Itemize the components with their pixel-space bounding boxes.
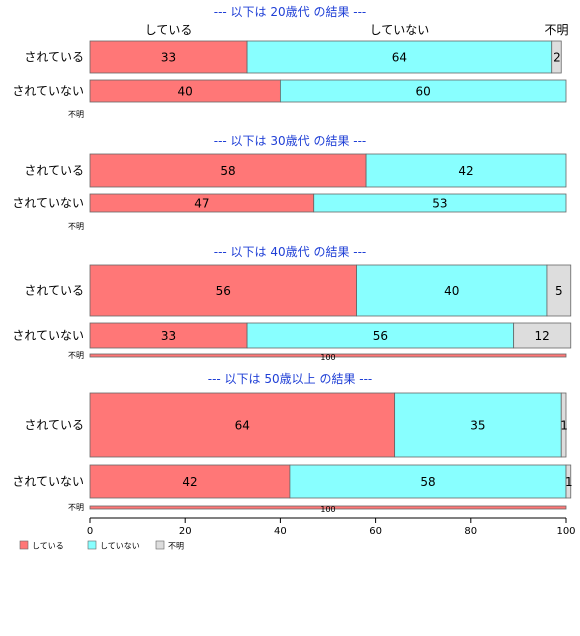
- legend-swatch-1: [87, 540, 97, 550]
- bar-segment-3-0-1: [394, 392, 562, 458]
- bar-segment-0-1-1: [279, 79, 567, 103]
- group-title-1: --- 以下は 30歳代 の結果 ---: [214, 134, 367, 148]
- bar-segment-3-0-2: [560, 392, 567, 458]
- legend-label-2: 不明: [168, 542, 184, 551]
- column-header-2: 不明: [544, 23, 568, 37]
- data-label-2-0-0: 56: [216, 284, 231, 298]
- data-label-2-2-0: 100: [320, 353, 335, 362]
- data-label-0-1-0: 40: [178, 85, 193, 99]
- legend-swatch-0: [19, 540, 29, 550]
- data-label-2-1-0: 33: [161, 329, 176, 343]
- column-header-0: している: [145, 23, 193, 37]
- data-label-3-0-1: 35: [470, 419, 485, 433]
- category-label-0-0: されている: [24, 50, 84, 64]
- bar-segment-2-0-0: [89, 264, 357, 317]
- data-label-2-0-2: 5: [555, 284, 563, 298]
- legend-label-1: していない: [100, 542, 140, 551]
- column-header-1: していない: [370, 23, 430, 37]
- bar-segment-3-1-2: [565, 464, 572, 499]
- bar-segment-2-2-0: [89, 353, 567, 358]
- data-label-0-0-1: 64: [392, 51, 407, 65]
- group-title-2: --- 以下は 40歳代 の結果 ---: [214, 245, 367, 259]
- data-label-3-2-0: 100: [320, 505, 335, 514]
- category-label-3-0: されている: [24, 418, 84, 432]
- data-label-1-0-1: 42: [458, 164, 473, 178]
- category-label-2-1: されていない: [12, 329, 84, 343]
- bar-segment-3-2-0: [89, 505, 567, 510]
- category-label-0-1: されていない: [12, 84, 84, 98]
- data-label-2-1-1: 56: [373, 329, 388, 343]
- bar-segment-0-0-0: [89, 40, 248, 74]
- data-label-2-1-2: 12: [535, 329, 550, 343]
- bar-segment-0-0-1: [246, 40, 553, 74]
- x-tick-label-0: 0: [87, 526, 93, 537]
- data-label-0-0-0: 33: [161, 51, 176, 65]
- category-label-1-2: 不明: [68, 222, 84, 231]
- x-tick-label-2: 40: [274, 526, 287, 537]
- bar-segment-1-0-1: [365, 153, 567, 188]
- category-label-2-0: されている: [24, 284, 84, 298]
- data-label-3-0-0: 64: [235, 419, 250, 433]
- data-label-3-1-1: 58: [420, 475, 435, 489]
- bar-segment-3-1-1: [289, 464, 567, 499]
- bar-segment-1-0-0: [89, 153, 367, 188]
- category-label-3-1: されていない: [12, 475, 84, 489]
- x-tick-label-5: 100: [556, 526, 575, 537]
- data-label-1-0-0: 58: [220, 164, 235, 178]
- group-title-0: --- 以下は 20歳代 の結果 ---: [214, 5, 367, 19]
- bar-segment-1-1-1: [313, 193, 567, 213]
- category-label-3-2: 不明: [68, 503, 84, 512]
- data-label-2-0-1: 40: [444, 284, 459, 298]
- data-label-0-0-2: 2: [553, 51, 561, 65]
- bar-segment-3-1-0: [89, 464, 291, 499]
- data-label-1-1-1: 53: [432, 197, 447, 211]
- bar-segment-3-0-0: [89, 392, 396, 458]
- x-tick-label-4: 80: [464, 526, 477, 537]
- bar-segment-2-1-2: [513, 322, 572, 349]
- legend-swatch-2: [155, 540, 165, 550]
- data-label-3-0-2: 1: [560, 419, 568, 433]
- category-label-1-0: されている: [24, 164, 84, 178]
- category-label-1-1: されていない: [12, 196, 84, 210]
- legend-label-0: している: [32, 542, 64, 551]
- data-label-3-1-2: 1: [565, 475, 573, 489]
- x-tick-label-1: 20: [179, 526, 192, 537]
- data-label-3-1-0: 42: [182, 475, 197, 489]
- bar-segment-2-0-2: [546, 264, 572, 317]
- bar-segment-0-0-2: [551, 40, 562, 74]
- data-label-1-1-0: 47: [194, 197, 209, 211]
- group-title-3: --- 以下は 50歳以上 の結果 ---: [208, 372, 373, 386]
- data-label-0-1-1: 60: [416, 85, 431, 99]
- category-label-2-2: 不明: [68, 351, 84, 360]
- bar-segment-2-1-0: [89, 322, 248, 349]
- x-tick-label-3: 60: [369, 526, 382, 537]
- category-label-0-2: 不明: [68, 110, 84, 119]
